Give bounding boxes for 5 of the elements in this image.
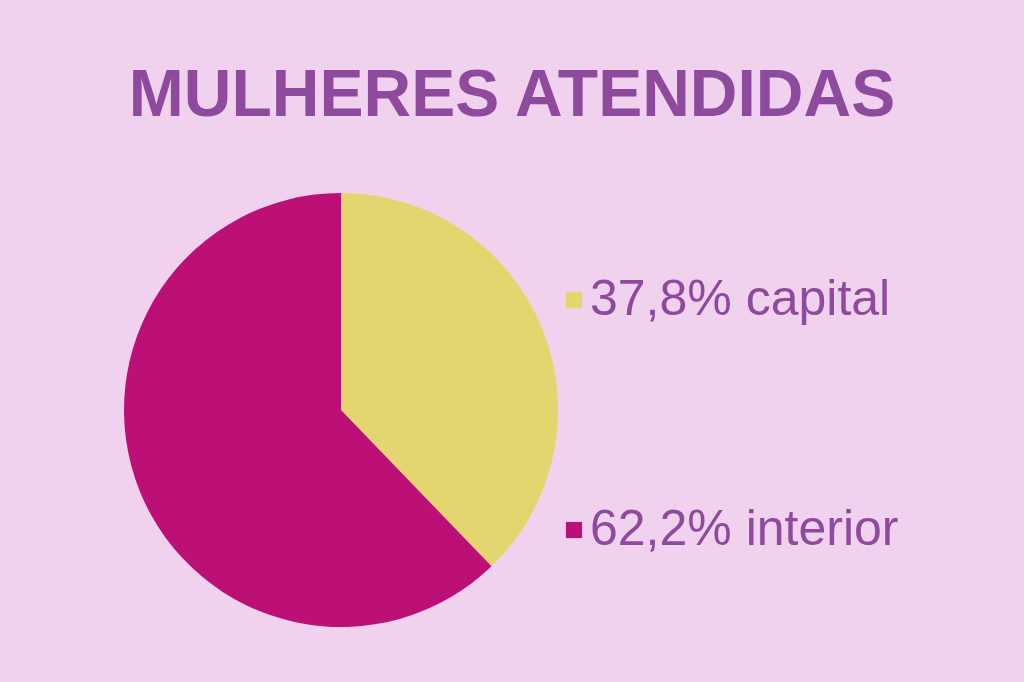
pie-slice [124, 193, 492, 627]
pie-slice [341, 193, 558, 567]
chart-title: MULHERES ATENDIDAS [128, 56, 896, 130]
legend-label: 62,2% interior [590, 500, 899, 556]
legend-label: 37,8% capital [590, 270, 891, 326]
